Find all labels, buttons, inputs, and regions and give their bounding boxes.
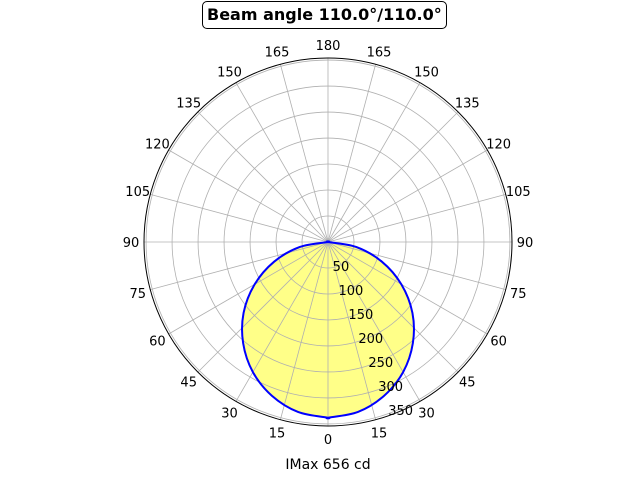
r-tick-label: 250 [368,356,393,371]
angle-tick-label: 165 [367,46,392,61]
angle-tick-label: 120 [486,138,511,153]
angle-tick-label: 90 [123,236,140,251]
angle-tick-label: 135 [176,97,201,112]
angle-gridline [168,241,329,335]
angle-gridline [168,149,329,243]
r-tick-label: 200 [358,332,383,347]
angle-gridline [197,111,329,243]
r-tick-label: 100 [338,284,363,299]
angle-gridline [327,241,506,291]
r-tick-label: 50 [333,260,350,275]
angle-tick-label: 0 [324,433,332,448]
angle-gridline [327,241,459,373]
angle-tick-label: 90 [517,236,534,251]
angle-tick-label: 60 [490,335,507,350]
angle-tick-label: 30 [418,407,435,422]
angle-tick-label: 150 [414,65,439,80]
angle-gridline [235,82,329,243]
angle-gridline [327,241,488,335]
angle-tick-label: 45 [459,375,476,390]
angle-gridline [279,241,329,420]
angle-tick-label: 15 [269,426,286,441]
angle-tick-label: 180 [316,39,341,54]
angle-gridline [150,193,329,243]
angle-gridline [327,64,377,243]
polar-frame [143,57,513,427]
r-tick-label: 350 [388,404,413,419]
angle-gridline [327,111,459,243]
angle-gridline [327,82,421,243]
angle-tick-label: 135 [455,97,480,112]
angle-tick-label: 75 [510,287,527,302]
x-axis-label: IMax 656 cd [285,457,371,473]
angle-tick-label: 165 [265,46,290,61]
r-tick-label: 150 [348,308,373,323]
angle-gridline [327,193,506,243]
angle-gridline [279,64,329,243]
r-tick-label: 300 [378,380,403,395]
series-line [241,240,415,420]
angle-tick-label: 150 [217,65,242,80]
angle-tick-label: 105 [125,185,150,200]
angle-gridline [235,241,329,402]
angle-gridline [327,241,377,420]
angle-tick-label: 105 [506,185,531,200]
angle-gridline [197,241,329,373]
angle-tick-label: 60 [149,335,166,350]
angle-tick-label: 45 [180,375,197,390]
chart-title: Beam angle 110.0°/110.0° [202,1,447,29]
angle-tick-label: 30 [221,407,238,422]
angle-tick-label: 15 [371,426,388,441]
angle-gridline [327,241,421,402]
angle-tick-label: 120 [145,138,170,153]
angle-gridline [150,241,329,291]
angle-tick-label: 75 [129,287,146,302]
angle-gridline [327,149,488,243]
